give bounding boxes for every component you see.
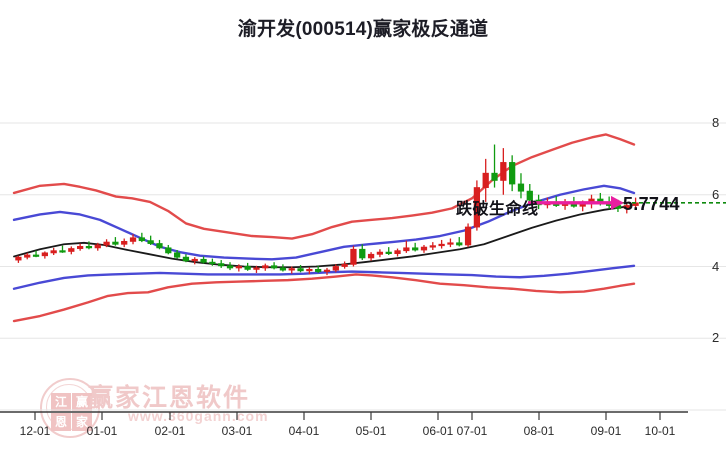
candle (68, 246, 75, 255)
x-tick-label: 01-01 (86, 424, 118, 438)
chart-markers (528, 195, 726, 210)
candle (509, 155, 516, 192)
axis-lines (0, 411, 688, 420)
candle (447, 238, 454, 248)
candle (297, 265, 304, 273)
last-price-label: 5.7744 (623, 194, 680, 214)
candle (50, 247, 57, 256)
candle (394, 248, 401, 257)
candle (24, 252, 31, 260)
candle (191, 257, 198, 265)
band-upper-blue-band (12, 184, 636, 261)
candle (226, 262, 234, 271)
candle (129, 234, 137, 245)
candle (76, 243, 84, 251)
candle (270, 262, 278, 270)
candle (376, 249, 384, 258)
candle (482, 158, 489, 202)
x-tick-label: 09-01 (590, 424, 622, 438)
candle (412, 242, 419, 252)
candle (165, 244, 172, 255)
candle (385, 247, 392, 256)
band-lower-red-band (12, 273, 636, 323)
x-tick-label: 04-01 (288, 424, 320, 438)
x-tick-label: 03-01 (221, 424, 253, 438)
y-tick-label: 4 (712, 258, 720, 274)
candle (359, 244, 366, 261)
candle (121, 238, 128, 248)
y-tick-label: 8 (712, 115, 720, 130)
candle (15, 255, 22, 263)
candle (500, 148, 507, 195)
channel-bands (12, 133, 636, 323)
candle (182, 254, 190, 263)
candle (209, 258, 216, 266)
band-lower-blue-band (12, 264, 636, 290)
candle (253, 265, 260, 273)
candle (156, 239, 163, 250)
candle (279, 264, 287, 272)
candlestick-series (15, 144, 639, 276)
y-tick-label: 2 (712, 330, 720, 346)
candle (315, 265, 322, 273)
candle (112, 237, 119, 246)
candle (438, 239, 445, 249)
candle (332, 264, 339, 273)
x-tick-label: 10-01 (644, 424, 676, 438)
annotation-lifeline: 跌破生命线 (456, 201, 539, 218)
candle (403, 240, 410, 253)
x-tick-label: 02-01 (154, 424, 186, 438)
candle (85, 241, 93, 250)
candle (491, 144, 498, 188)
grid-lines (0, 122, 726, 411)
candle (473, 180, 481, 231)
candle (262, 263, 269, 271)
candle (623, 201, 630, 214)
candle (218, 260, 225, 268)
candle (147, 235, 154, 245)
candle (59, 245, 66, 253)
x-tick-label: 06-01 (422, 424, 454, 438)
candle (367, 252, 375, 261)
candle (341, 261, 348, 269)
candle (323, 267, 331, 276)
candle (464, 223, 472, 248)
candle (306, 267, 313, 275)
candle (350, 245, 357, 267)
x-tick-label: 08-01 (523, 424, 555, 438)
x-tick-label: 12-01 (19, 424, 51, 438)
candle (420, 244, 428, 253)
candle (244, 262, 251, 271)
candle (103, 239, 110, 248)
candle (456, 237, 463, 247)
x-tick-label: 05-01 (355, 424, 387, 438)
candle (429, 242, 436, 250)
page-title: 渝开发(000514)赢家极反通道 (237, 19, 489, 40)
candle (32, 250, 40, 258)
band-upper-red-band (12, 133, 636, 240)
candle (41, 251, 48, 259)
candle (138, 232, 145, 243)
candle (200, 256, 207, 264)
candle (235, 264, 242, 272)
band-lifeline-black (13, 206, 625, 269)
candle (94, 242, 101, 251)
candle (517, 173, 525, 199)
candle (288, 266, 295, 274)
candle (173, 249, 181, 259)
x-tick-label: 07-01 (456, 424, 488, 438)
y-tick-label: 6 (712, 186, 720, 202)
